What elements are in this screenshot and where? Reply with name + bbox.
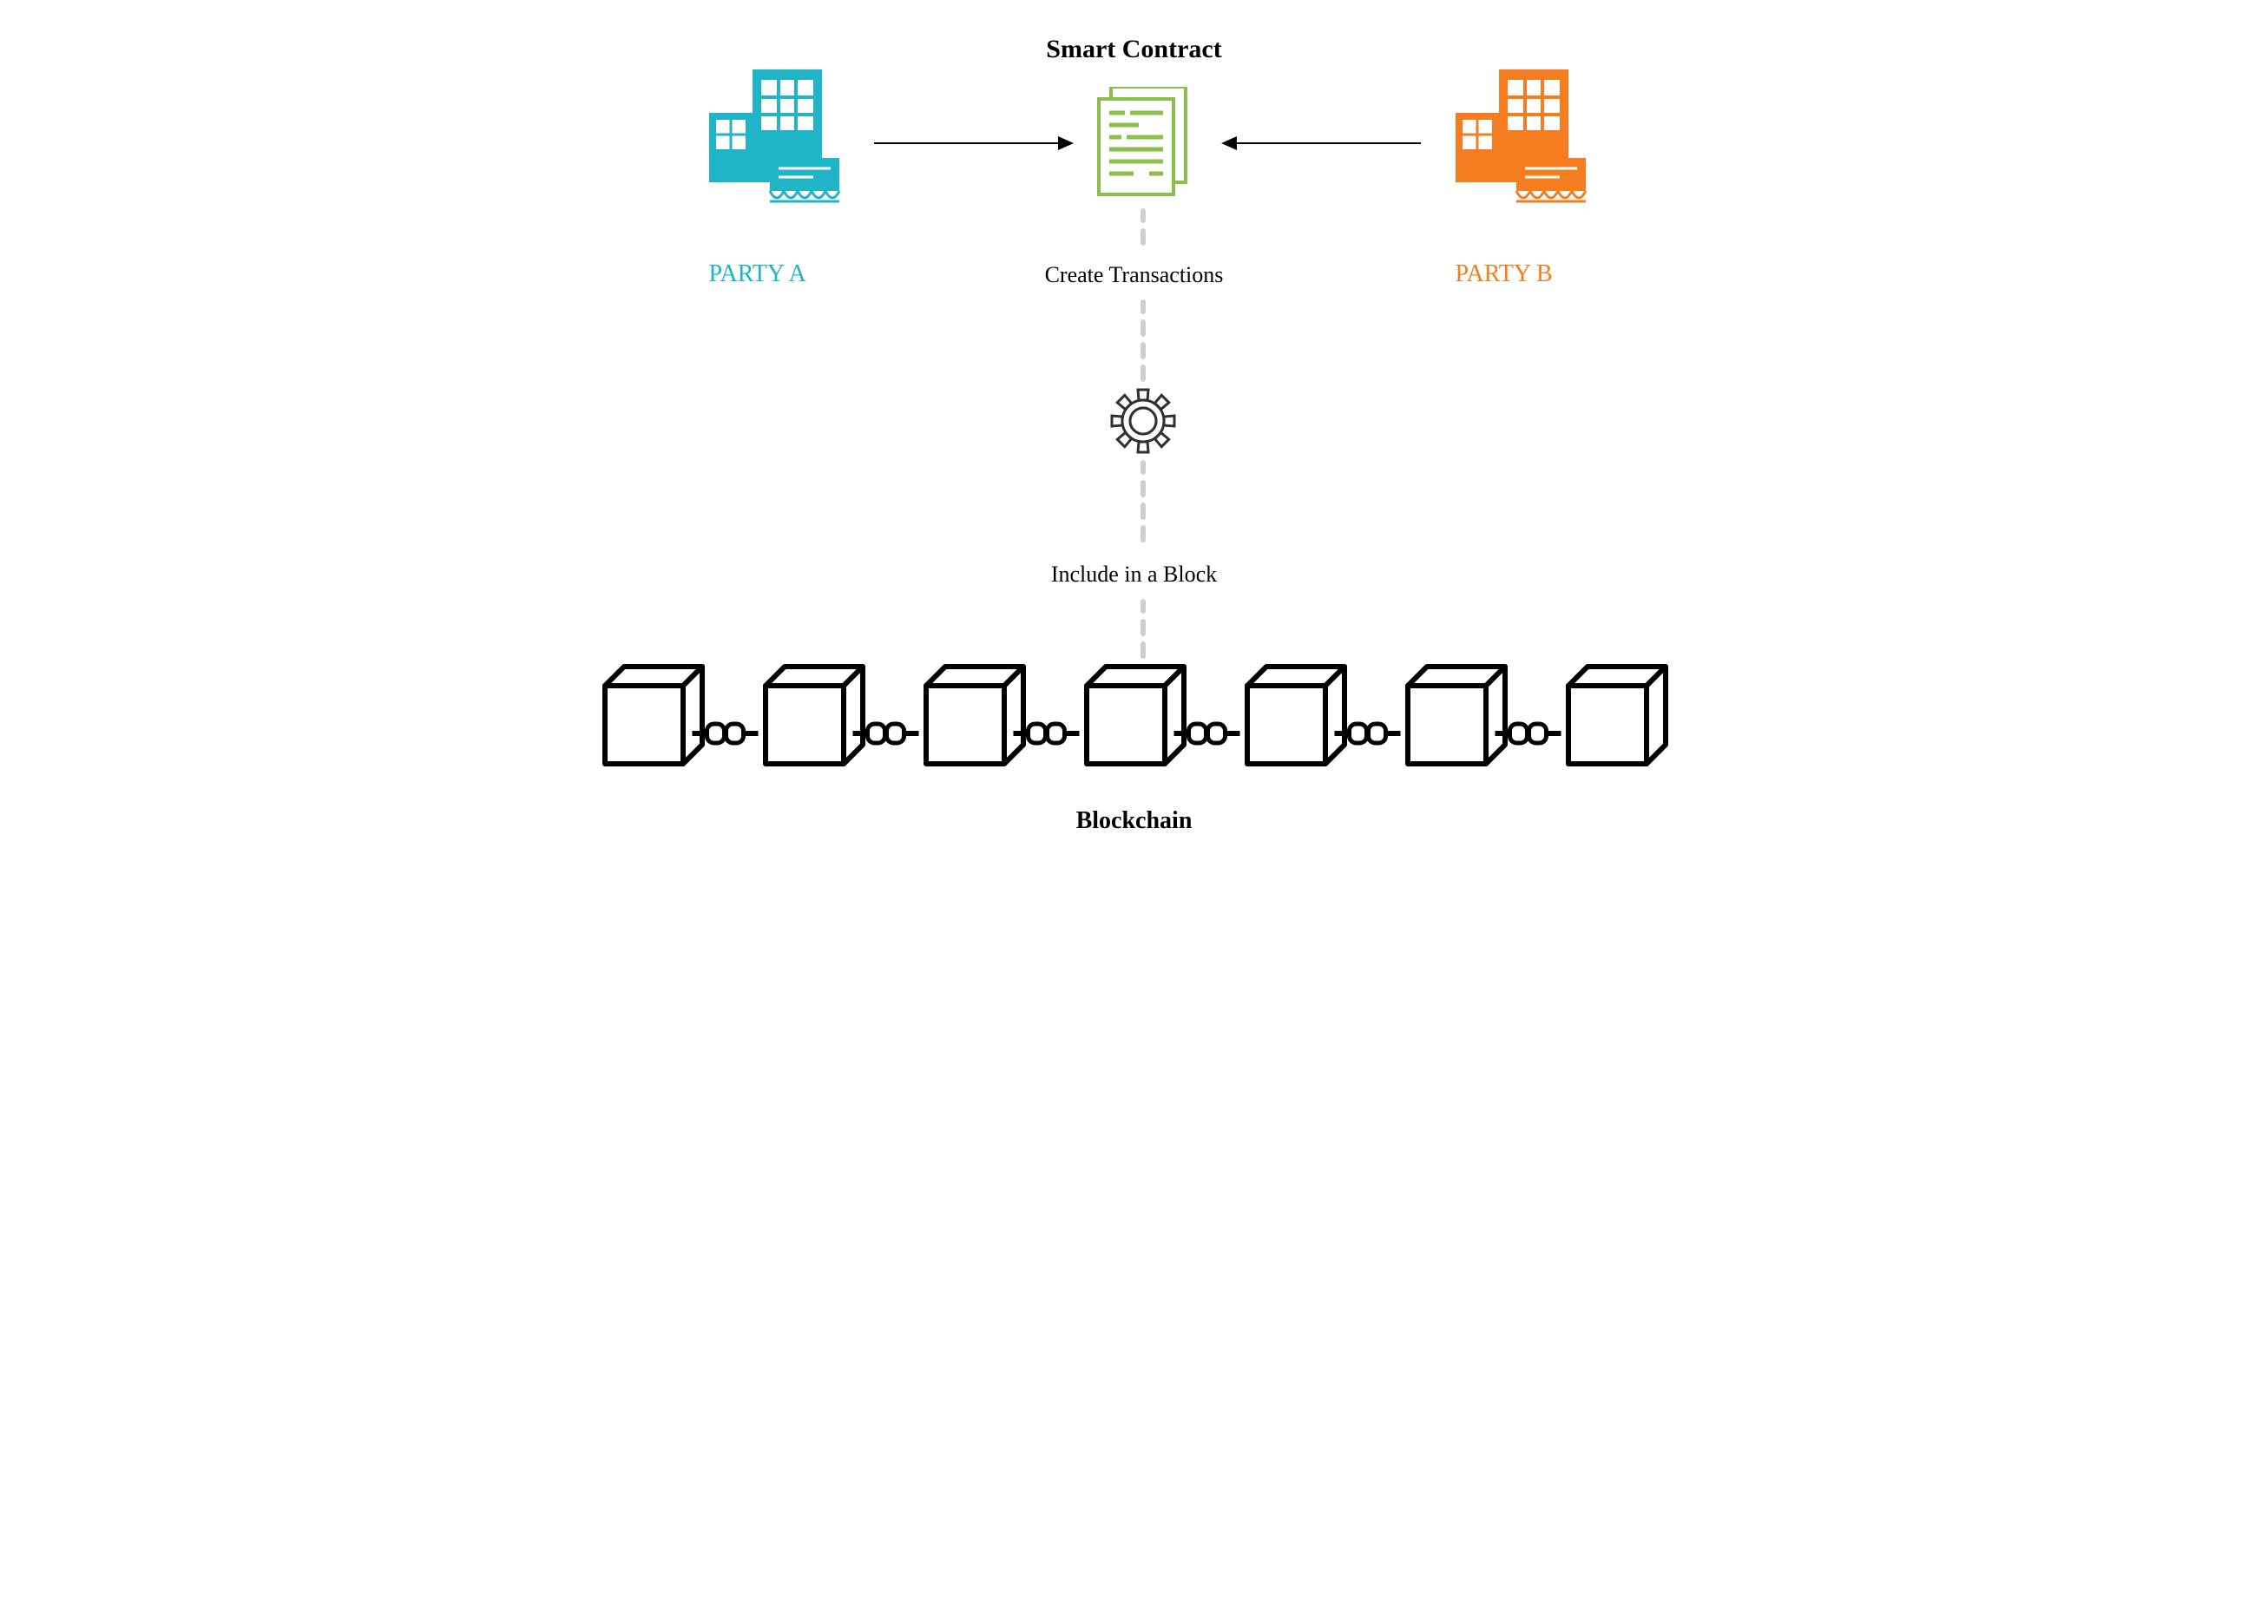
blockchain-row [588,660,1681,781]
flow-line-segment-1 [1141,208,1146,252]
smart-contract-diagram: Smart Contract [588,35,1681,868]
processing-gear-icon [1108,386,1178,456]
arrow-party-a-to-contract [874,130,1074,156]
include-in-block-label: Include in a Block [1051,562,1217,588]
flow-line-segment-3 [1141,460,1146,547]
arrow-party-b-to-contract [1221,130,1421,156]
party-b-label: PARTY B [1456,260,1553,288]
create-transactions-label: Create Transactions [1045,262,1224,288]
contract-document-icon [1095,87,1191,200]
flow-line-segment-4 [1141,599,1146,660]
diagram-title: Smart Contract [1046,35,1221,64]
blockchain-label: Blockchain [1076,807,1193,835]
flow-line-segment-2 [1141,299,1146,382]
party-a-label: PARTY A [709,260,806,288]
party-a-building-icon [692,69,848,208]
party-b-building-icon [1438,69,1594,208]
